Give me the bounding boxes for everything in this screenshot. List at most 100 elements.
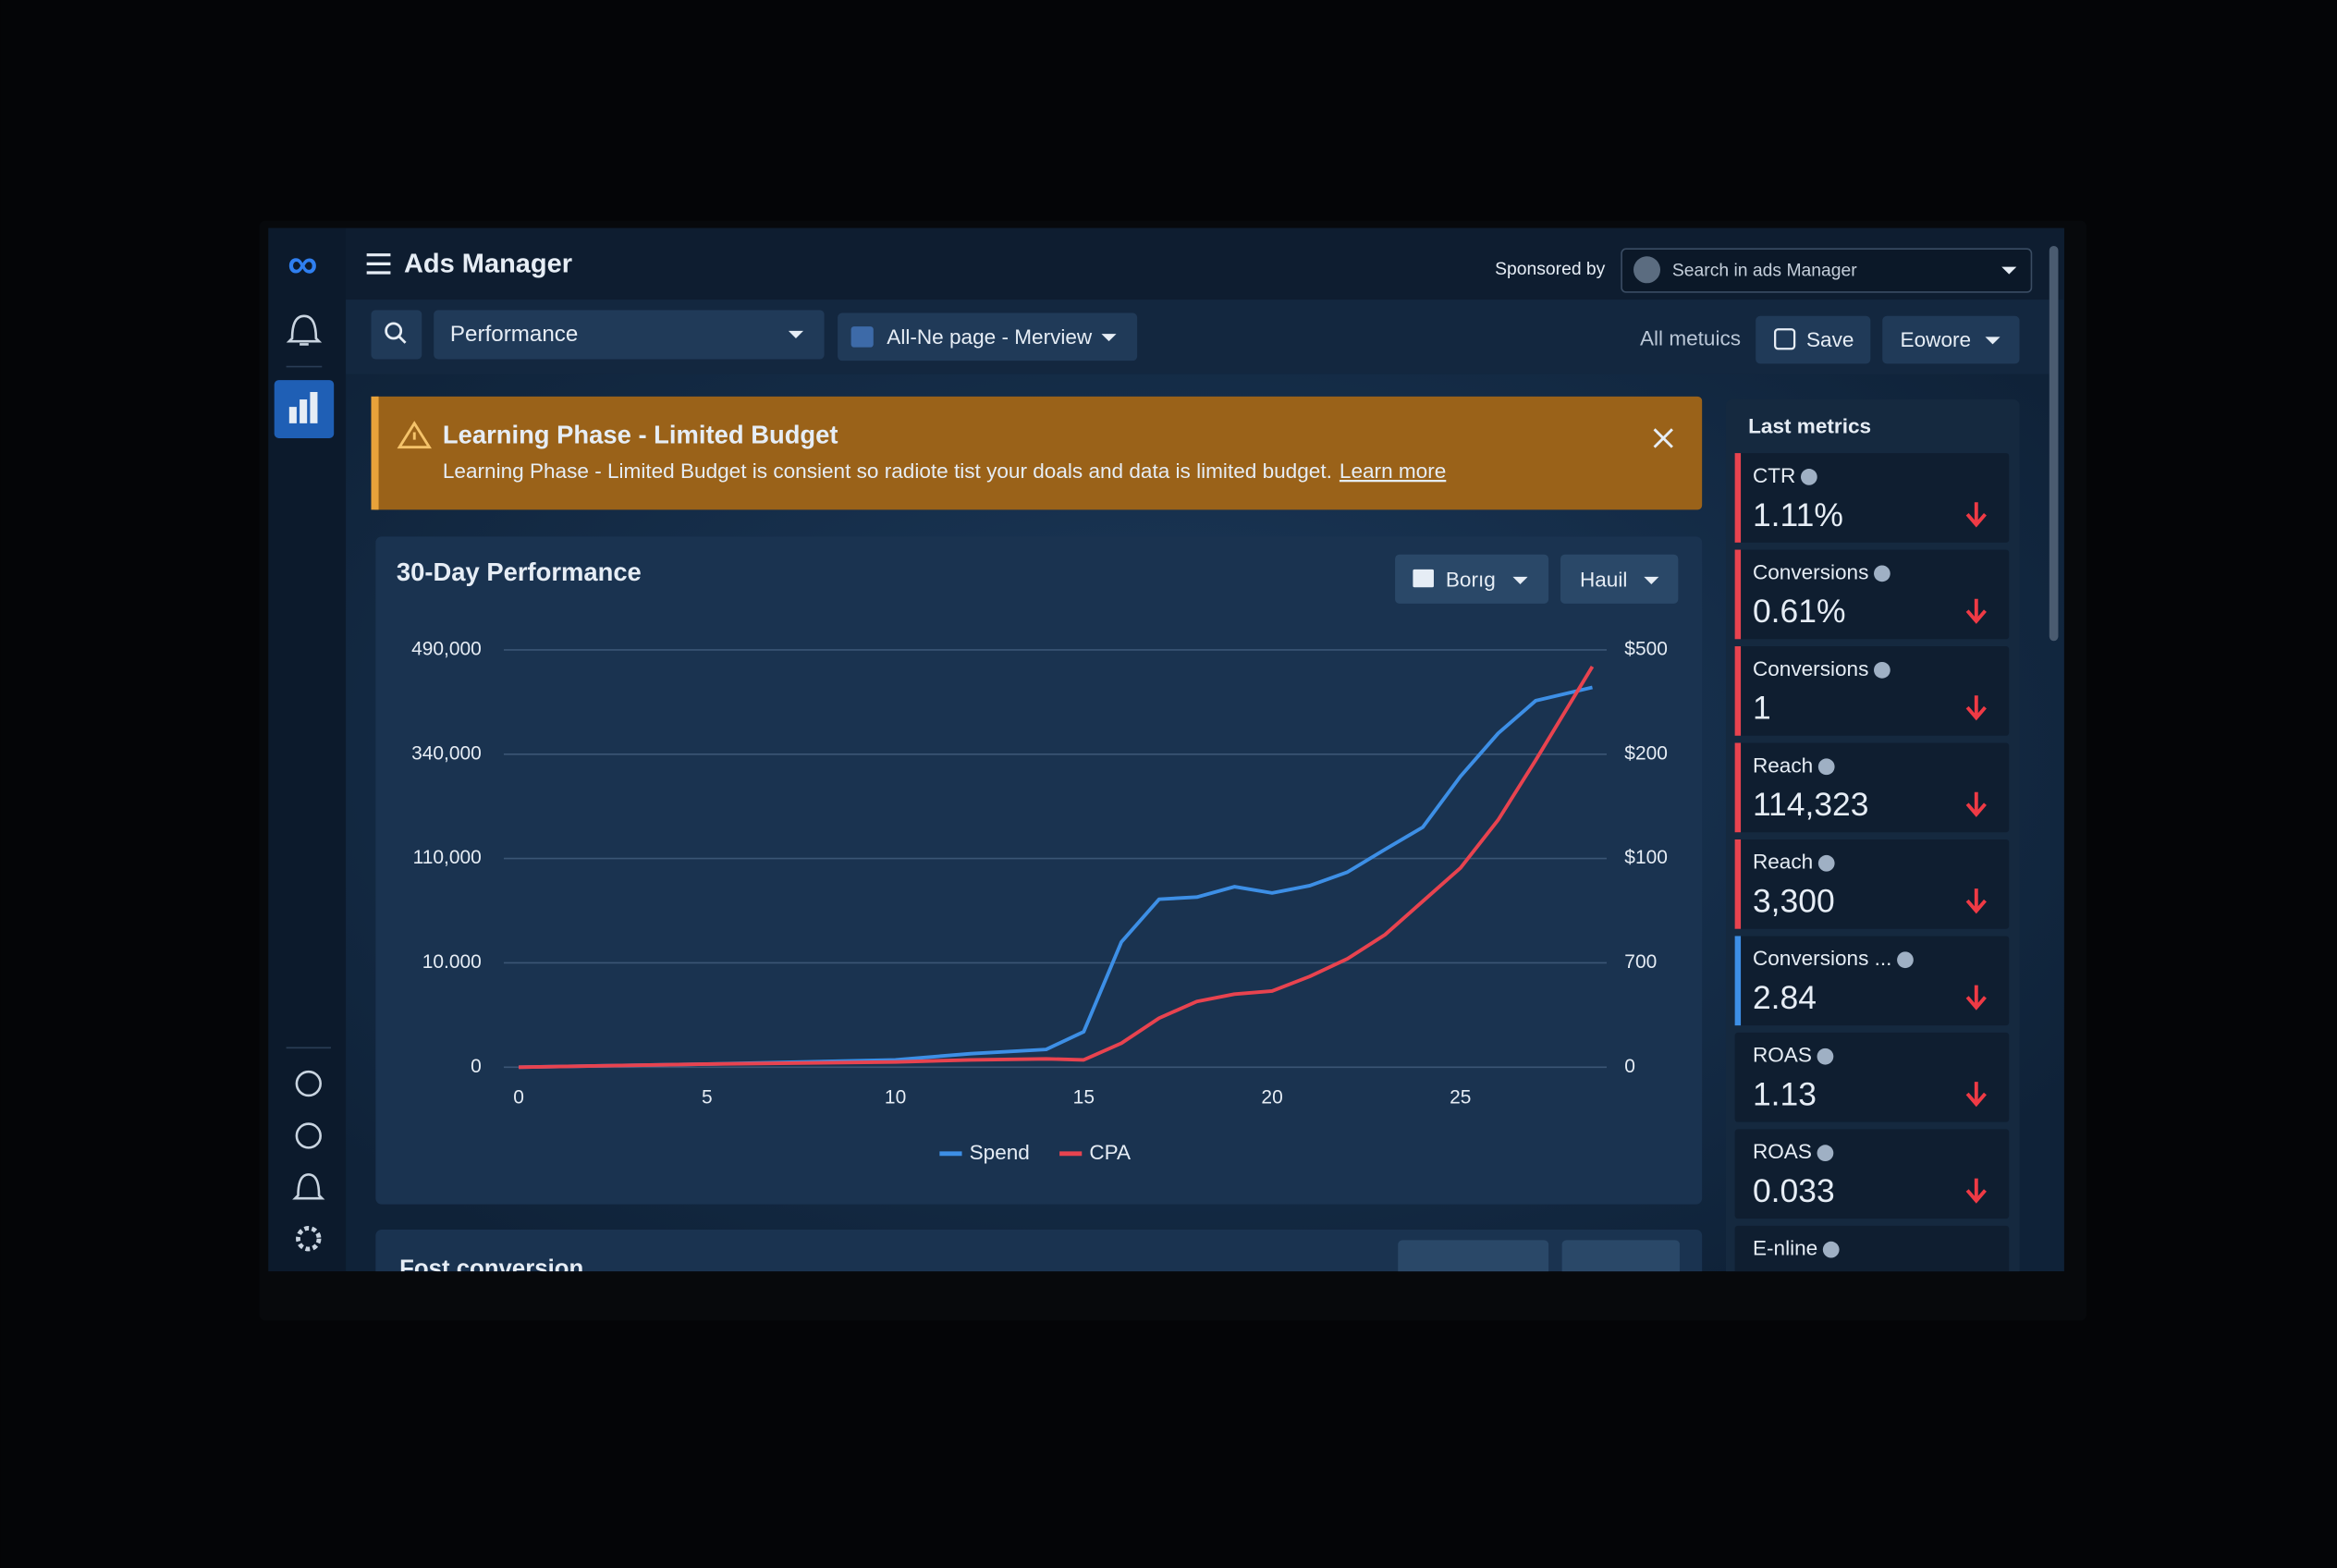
legend-label: CPA xyxy=(1089,1141,1131,1164)
info-icon xyxy=(1897,951,1914,969)
view-select[interactable] xyxy=(434,310,825,360)
search-button[interactable] xyxy=(371,310,422,360)
page-icon xyxy=(850,326,874,348)
info-icon xyxy=(1817,758,1835,776)
metric-label: Reach xyxy=(1753,851,1813,874)
page-select[interactable] xyxy=(838,312,1138,361)
history-icon[interactable] xyxy=(295,1122,322,1149)
scrollbar[interactable] xyxy=(2049,246,2059,642)
save-button-text: Save xyxy=(1806,328,1854,351)
metric-accent xyxy=(1734,742,1742,833)
metric-label: Conversions xyxy=(1753,560,1868,583)
close-button[interactable] xyxy=(1653,428,1673,448)
chart-control[interactable] xyxy=(1395,554,1549,604)
legend-label: Spend xyxy=(970,1141,1030,1164)
metric-value: 0.61% xyxy=(1753,593,1846,630)
y-tick-label: 340,000 xyxy=(411,742,482,764)
info-icon xyxy=(1874,661,1890,679)
screen: ∞ Ads Manager Sponsored by Search in ads… xyxy=(268,227,2064,1284)
export-button[interactable] xyxy=(1882,315,2020,364)
metric-value: 1 xyxy=(1753,690,1771,727)
chart-control[interactable] xyxy=(1560,554,1679,604)
trend-down-icon xyxy=(1965,888,1987,914)
menu-icon[interactable] xyxy=(366,253,391,275)
save-button[interactable] xyxy=(1756,315,1871,364)
search-box[interactable] xyxy=(1621,248,2033,293)
avatar xyxy=(1633,256,1661,284)
icon-bar xyxy=(288,407,297,423)
metrics-list: CTR 1.11% Conversions 0.61% Conversions 1 Reac… xyxy=(1734,453,2010,1272)
x-tick-label: 25 xyxy=(1450,1087,1471,1109)
y-tick-label: 490,000 xyxy=(411,638,482,659)
metric-card xyxy=(1734,936,2010,1026)
metrics-title: Last metrics xyxy=(1748,415,1871,438)
trend-down-icon xyxy=(1965,1082,1987,1108)
dropdown-caret xyxy=(1512,576,1528,584)
next-card xyxy=(375,1230,1703,1272)
notifications-icon[interactable] xyxy=(292,1173,325,1200)
bell-icon[interactable] xyxy=(286,314,323,346)
metric-label: Reach xyxy=(1753,753,1813,777)
info-icon xyxy=(1817,1145,1834,1162)
search-placeholder: Search in ads Manager xyxy=(1672,261,1857,281)
trend-down-icon xyxy=(1965,502,1987,528)
series-line xyxy=(519,685,1593,1070)
x-tick-label: 0 xyxy=(513,1087,524,1109)
trend-down-icon xyxy=(1965,791,1987,817)
metric-accent xyxy=(1734,646,1742,736)
metric-label: E-nline xyxy=(1753,1237,1817,1260)
trend-down-icon xyxy=(1965,695,1987,721)
metric-value: 114,323 xyxy=(1753,786,1869,823)
metric-card xyxy=(1734,1032,2010,1122)
app-title: Ads Manager xyxy=(404,250,572,279)
metric-label: Conversions ... xyxy=(1753,947,1891,970)
chart-title: 30-Day Performance xyxy=(397,557,642,586)
chart-control-text: Borıg xyxy=(1446,569,1496,592)
dropdown-caret xyxy=(1985,337,2001,345)
meta-logo: ∞ xyxy=(288,239,317,287)
chart: 0 10.000 110,000 340,000 490,000 0 700 $100 $200… xyxy=(411,638,1668,1163)
metric-label: CTR xyxy=(1753,464,1795,487)
info-icon xyxy=(1800,469,1817,485)
icon-bar xyxy=(300,399,308,423)
icon-bar xyxy=(310,392,318,423)
all-metrics-link[interactable]: All metuics xyxy=(1640,327,1741,350)
alert-link[interactable]: Learn more xyxy=(1340,459,1446,483)
metric-value: 2.84 xyxy=(1753,979,1817,1016)
alert-message: Learning Phase - Limited Budget is consi… xyxy=(443,459,1332,483)
profile-icon[interactable] xyxy=(295,1070,322,1097)
metric-accent xyxy=(1734,839,1742,929)
alert-accent xyxy=(371,396,379,510)
chart-control[interactable] xyxy=(1398,1240,1549,1284)
y-tick-label: 0 xyxy=(471,1056,482,1077)
chart-control[interactable] xyxy=(1561,1240,1680,1284)
alert-title: Learning Phase - Limited Budget xyxy=(443,421,838,449)
sponsored-label: Sponsored by xyxy=(1495,259,1606,279)
metric-card xyxy=(1734,839,2010,929)
y2-tick-label: 700 xyxy=(1624,951,1657,973)
x-tick-label: 20 xyxy=(1261,1087,1282,1109)
metric-card xyxy=(1734,742,2010,833)
y-tick-label: 110,000 xyxy=(413,847,482,868)
info-icon xyxy=(1817,854,1835,872)
control-icon xyxy=(1413,569,1434,588)
legend: Spend CPA xyxy=(939,1141,1131,1164)
x-tick-label: 5 xyxy=(702,1087,713,1109)
metric-card xyxy=(1734,1129,2010,1219)
metric-accent xyxy=(1734,453,1742,543)
y2-tick-label: $100 xyxy=(1624,847,1668,868)
dropdown-caret xyxy=(1644,576,1659,584)
series-line xyxy=(519,665,1595,1070)
dropdown-caret xyxy=(2001,266,2017,275)
y2-tick-label: $500 xyxy=(1624,638,1668,659)
trend-down-icon xyxy=(1965,598,1987,624)
dropdown-caret xyxy=(1101,334,1117,342)
trend-down-icon xyxy=(1965,1178,1987,1204)
settings-icon[interactable] xyxy=(296,1226,322,1252)
warning-icon xyxy=(397,421,432,449)
x-tick-label: 15 xyxy=(1073,1087,1095,1109)
info-icon xyxy=(1874,565,1890,582)
search-icon xyxy=(398,336,407,344)
